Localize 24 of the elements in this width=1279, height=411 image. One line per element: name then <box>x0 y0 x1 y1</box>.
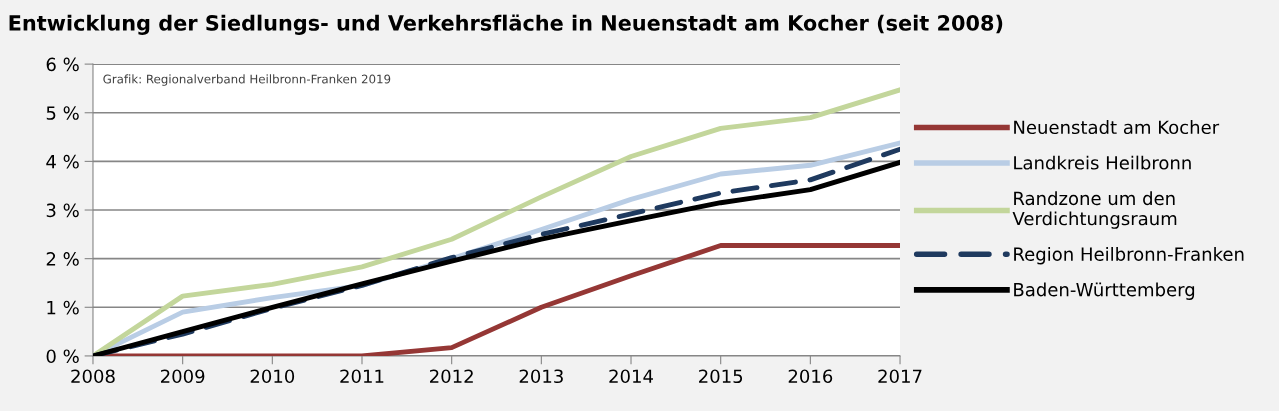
legend-label: Randzone um den Verdichtungsraum <box>1012 191 1177 229</box>
x-tick-label: 2012 <box>430 369 473 384</box>
y-tick-label: 3 % <box>46 203 79 218</box>
x-tick-label: 2009 <box>161 369 205 384</box>
x-tick-label: 2008 <box>71 369 115 384</box>
y-tick-label: 6 % <box>46 57 79 72</box>
x-tick-label: 2013 <box>519 369 563 384</box>
x-tick-label: 2015 <box>699 369 743 384</box>
legend-label: Baden-Württemberg <box>1014 282 1195 300</box>
x-tick-label: 2011 <box>340 369 384 384</box>
legend-label: Neuenstadt am Kocher <box>1014 120 1220 135</box>
y-tick-label: 4 % <box>46 154 79 169</box>
y-tick-label: 0 % <box>46 349 79 364</box>
legend-label: Landkreis Heilbronn <box>1014 155 1191 170</box>
annotation: Grafik: Regionalverband Heilbronn-Franken 2019 <box>103 74 391 86</box>
y-tick-label: 2 % <box>46 252 79 266</box>
x-tick-label: 2014 <box>609 369 653 384</box>
legend-label: Region Heilbronn-Franken <box>1014 246 1244 265</box>
chart-title: Entwicklung der Siedlungs- und Verkehrsfläche in Neuenstadt am Kocher (seit 2008) <box>9 14 1003 35</box>
x-tick-label: 2016 <box>788 369 833 384</box>
x-tick-label: 2017 <box>878 369 922 384</box>
x-tick-label: 2010 <box>250 369 295 384</box>
y-tick-label: 1 % <box>47 300 79 315</box>
y-tick-label: 5 % <box>46 106 79 120</box>
